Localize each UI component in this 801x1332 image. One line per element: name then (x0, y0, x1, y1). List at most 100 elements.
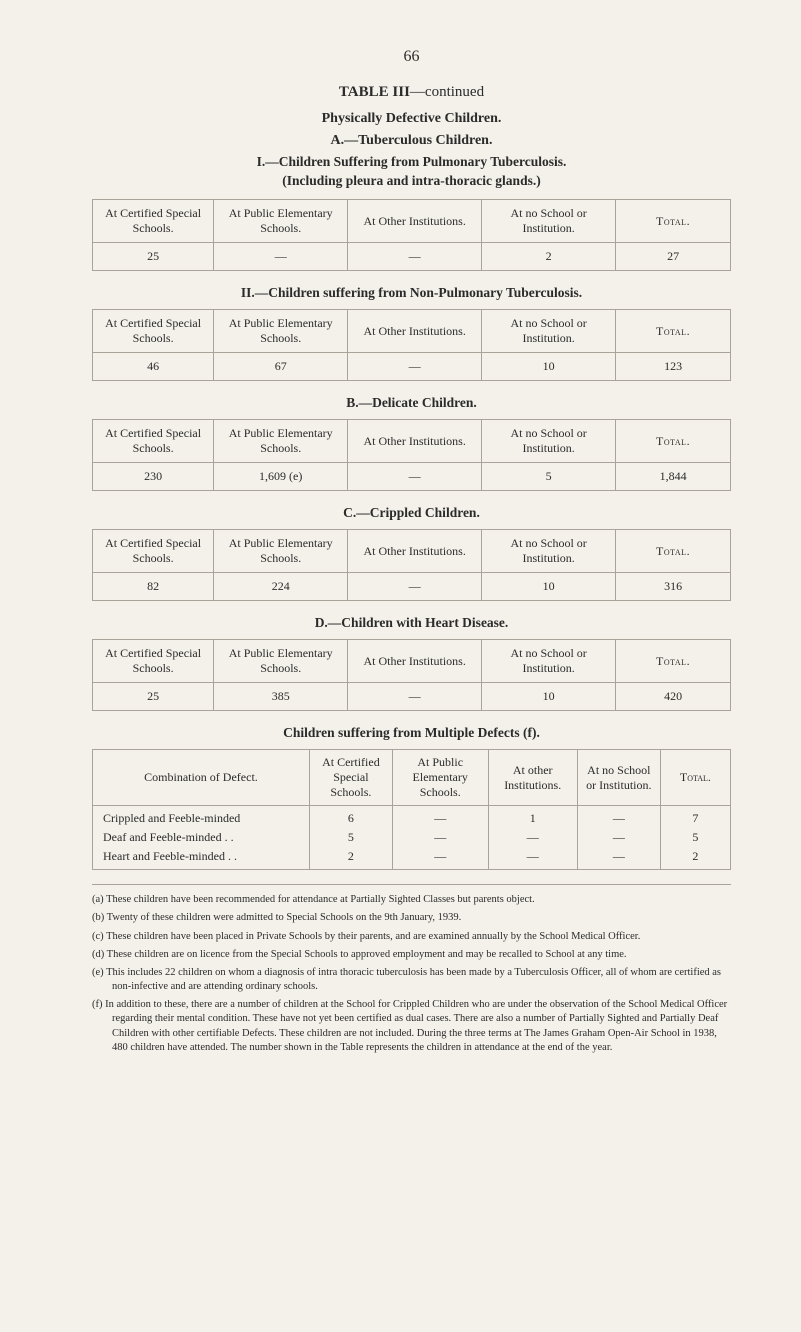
col-header: At Other Institutions. (348, 640, 482, 683)
table-row: Crippled and Feeble-minded Deaf and Feeb… (93, 806, 731, 870)
heading-multiple-defects: Children suffering from Multiple Defects… (92, 725, 731, 741)
heading-b: B.—Delicate Children. (92, 395, 731, 411)
cell: 1,609 (e) (214, 463, 348, 491)
cell: 385 (214, 683, 348, 711)
table-title-prefix: TABLE III (339, 84, 410, 100)
multi-labels-cell: Crippled and Feeble-minded Deaf and Feeb… (93, 806, 310, 870)
col-header: At no School or Institution. (482, 200, 616, 243)
multi-c2-cell: 6 5 2 (309, 806, 392, 870)
multi-total-cell: 7 5 2 (660, 806, 730, 870)
cell: 46 (93, 353, 214, 381)
cell: — (489, 847, 577, 869)
heading-a: A.—Tuberculous Children. (92, 133, 731, 149)
page-number: 66 (92, 48, 731, 66)
cell: 224 (214, 573, 348, 601)
table-row: At Certified Special Schools. At Public … (93, 420, 731, 463)
cell-total: 420 (616, 683, 731, 711)
col-header: At Certified Special Schools. (309, 750, 392, 806)
cell: 2 (482, 243, 616, 271)
col-header: At Certified Special Schools. (93, 310, 214, 353)
cell-total: 27 (616, 243, 731, 271)
cell: — (393, 828, 488, 847)
footnote-c: (c) These children have been placed in P… (92, 930, 731, 944)
multi-row-label: Heart and Feeble-minded . . (93, 847, 309, 869)
page: 66 TABLE III—continued Physically Defect… (0, 0, 801, 1332)
cell-total: 1,844 (616, 463, 731, 491)
footnote-e: (e) This includes 22 children on whom a … (92, 966, 731, 994)
table-row: At Certified Special Schools. At Public … (93, 640, 731, 683)
col-header: At Public Elementary Schools. (214, 530, 348, 573)
heading-i-line1: I.—Children Suffering from Pulmonary Tub… (92, 153, 731, 171)
cell: 230 (93, 463, 214, 491)
cell-total: 7 (661, 806, 730, 828)
table-row: 82 224 — 10 316 (93, 573, 731, 601)
cell: 6 (310, 806, 392, 828)
col-header: At Certified Special Schools. (93, 200, 214, 243)
multi-c4-cell: 1 — — (488, 806, 577, 870)
cell-total: 2 (661, 847, 730, 869)
heading-physically-defective: Physically Defective Children. (92, 111, 731, 127)
table-row: 25 385 — 10 420 (93, 683, 731, 711)
footnote-f: (f) In addition to these, there are a nu… (92, 998, 731, 1055)
col-header: At Public Elementary Schools. (214, 200, 348, 243)
col-header: At other Institutions. (488, 750, 577, 806)
col-header: At Public Elementary Schools. (214, 420, 348, 463)
col-header: At Other Institutions. (348, 530, 482, 573)
col-header: At no School or Institution. (482, 530, 616, 573)
cell: — (578, 806, 660, 828)
table-multiple-defects: Combination of Defect. At Certified Spec… (92, 749, 731, 870)
col-header: At Certified Special Schools. (93, 640, 214, 683)
cell: — (348, 463, 482, 491)
multi-c5-cell: — — — (577, 806, 660, 870)
cell: 2 (310, 847, 392, 869)
cell: — (578, 847, 660, 869)
table-title: TABLE III—continued (92, 84, 731, 101)
cell: — (578, 828, 660, 847)
multi-c3-cell: — — — (392, 806, 488, 870)
table-d: At Certified Special Schools. At Public … (92, 639, 731, 711)
col-header: At no School or Institution. (482, 420, 616, 463)
cell: 1 (489, 806, 577, 828)
table-row: At Certified Special Schools. At Public … (93, 200, 731, 243)
cell: 25 (93, 243, 214, 271)
cell-total: 5 (661, 828, 730, 847)
table-row: 46 67 — 10 123 (93, 353, 731, 381)
table-b: At Certified Special Schools. At Public … (92, 419, 731, 491)
table-row: At Certified Special Schools. At Public … (93, 310, 731, 353)
footnote-d: (d) These children are on licence from t… (92, 948, 731, 962)
multi-row-label: Crippled and Feeble-minded (93, 806, 309, 828)
col-header: At Other Institutions. (348, 420, 482, 463)
table-c: At Certified Special Schools. At Public … (92, 529, 731, 601)
cell: — (348, 573, 482, 601)
cell: 67 (214, 353, 348, 381)
cell-total: 123 (616, 353, 731, 381)
table-row: 25 — — 2 27 (93, 243, 731, 271)
cell: 5 (310, 828, 392, 847)
col-header-total: Total. (616, 310, 731, 353)
table-title-suffix: —continued (410, 84, 484, 100)
col-header-total: Total. (660, 750, 730, 806)
col-header: At Public Elementary Schools. (214, 310, 348, 353)
cell: — (393, 806, 488, 828)
col-header: At no School or Institution. (482, 310, 616, 353)
cell: — (348, 353, 482, 381)
cell: 25 (93, 683, 214, 711)
cell: — (393, 847, 488, 869)
cell: — (348, 243, 482, 271)
table-row: 230 1,609 (e) — 5 1,844 (93, 463, 731, 491)
cell: 10 (482, 353, 616, 381)
cell: 82 (93, 573, 214, 601)
table-ii: At Certified Special Schools. At Public … (92, 309, 731, 381)
col-header: At Public Elementary Schools. (392, 750, 488, 806)
cell: 10 (482, 683, 616, 711)
heading-c: C.—Crippled Children. (92, 505, 731, 521)
heading-i-line2: (Including pleura and intra-thoracic gla… (92, 173, 731, 189)
table-i: At Certified Special Schools. At Public … (92, 199, 731, 271)
multi-row-label: Deaf and Feeble-minded . . (93, 828, 309, 847)
table-row: Combination of Defect. At Certified Spec… (93, 750, 731, 806)
col-header: At Other Institutions. (348, 200, 482, 243)
heading-ii: II.—Children suffering from Non-Pulmonar… (92, 285, 731, 301)
table-row: At Certified Special Schools. At Public … (93, 530, 731, 573)
footnote-b: (b) Twenty of these children were admitt… (92, 911, 731, 925)
cell: — (214, 243, 348, 271)
